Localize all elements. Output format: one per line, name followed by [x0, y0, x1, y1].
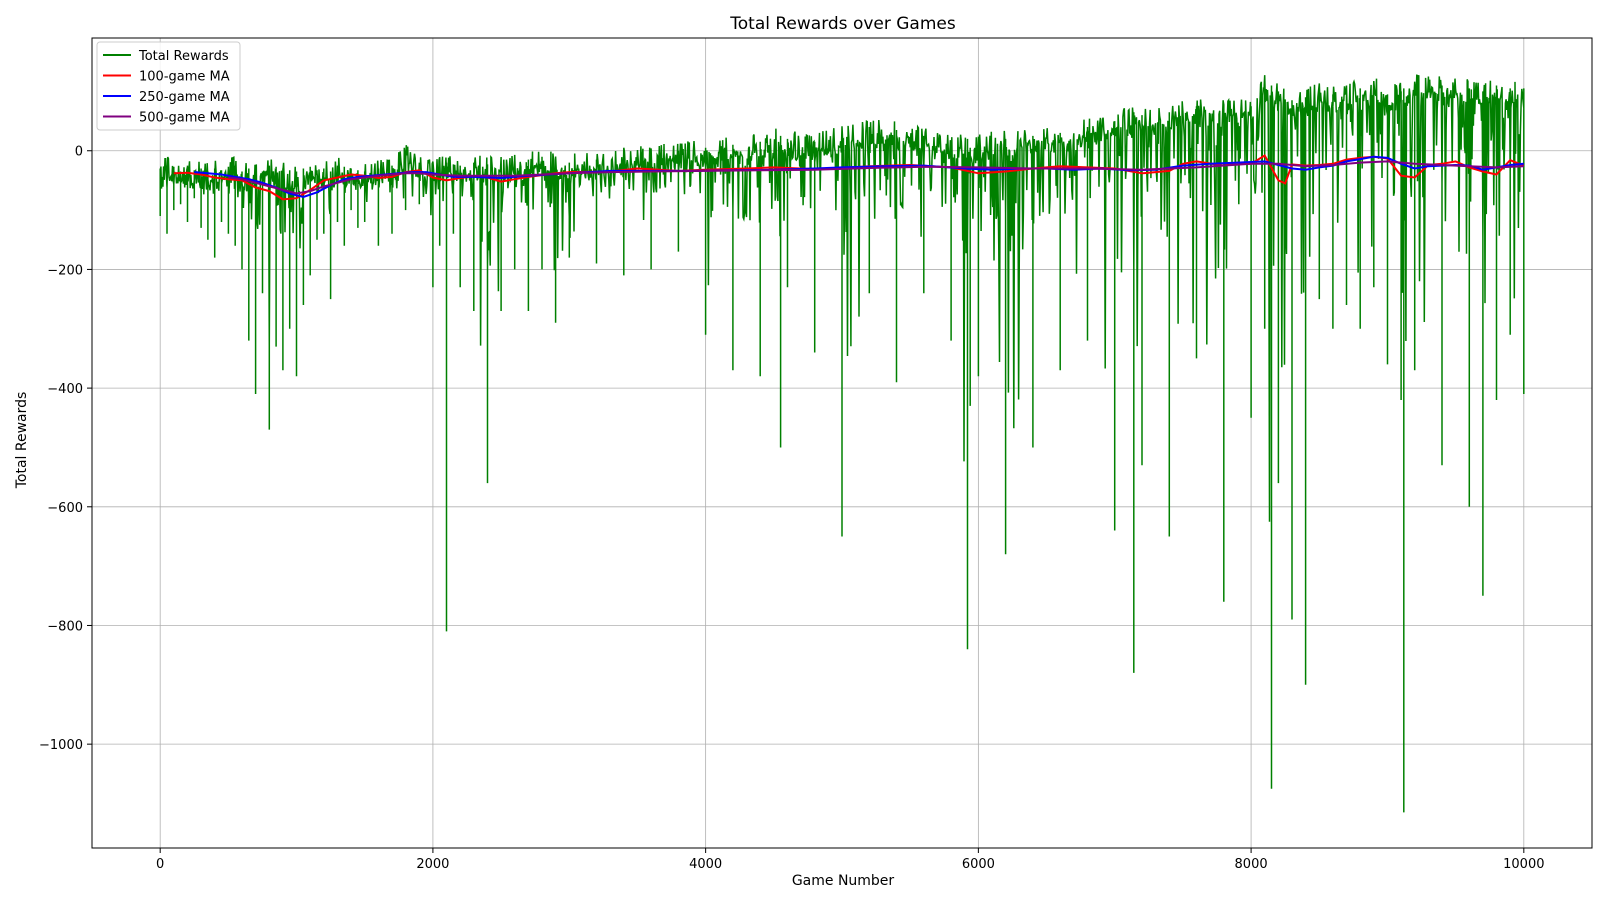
y-axis-ticks: −1000 −800 −600 −400 −200 0: [39, 145, 92, 753]
legend-label: 250-game MA: [139, 90, 230, 105]
x-tick-label: 0: [156, 857, 164, 872]
legend-label: Total Rewards: [138, 49, 229, 64]
x-axis-ticks: 0 2000 4000 6000 8000 10000: [156, 848, 1544, 872]
y-tick-label: −200: [47, 263, 83, 278]
y-tick-label: −800: [47, 619, 83, 634]
x-tick-label: 6000: [962, 857, 995, 872]
x-tick-label: 8000: [1235, 857, 1268, 872]
legend-box: [96, 41, 241, 131]
plot-area: [159, 74, 1525, 813]
x-axis-label: Game Number: [792, 873, 895, 889]
y-tick-label: −1000: [39, 738, 83, 753]
y-tick-label: −600: [47, 501, 83, 516]
y-tick-label: 0: [75, 145, 83, 160]
axes-frame: [91, 37, 1593, 849]
legend: Total Rewards 100-game MA 250-game MA 500-g…: [96, 41, 241, 131]
chart-title: Total Rewards over Games: [729, 14, 956, 34]
x-tick-label: 4000: [689, 857, 722, 872]
series-ma-3: [228, 160, 1524, 195]
legend-label: 500-game MA: [139, 111, 230, 126]
series-total-rewards: [159, 74, 1525, 813]
y-axis-label: Total Rewards: [14, 392, 30, 490]
legend-label: 100-game MA: [139, 70, 230, 85]
y-tick-label: −400: [47, 382, 83, 397]
x-tick-label: 2000: [416, 857, 449, 872]
x-tick-label: 10000: [1503, 857, 1544, 872]
